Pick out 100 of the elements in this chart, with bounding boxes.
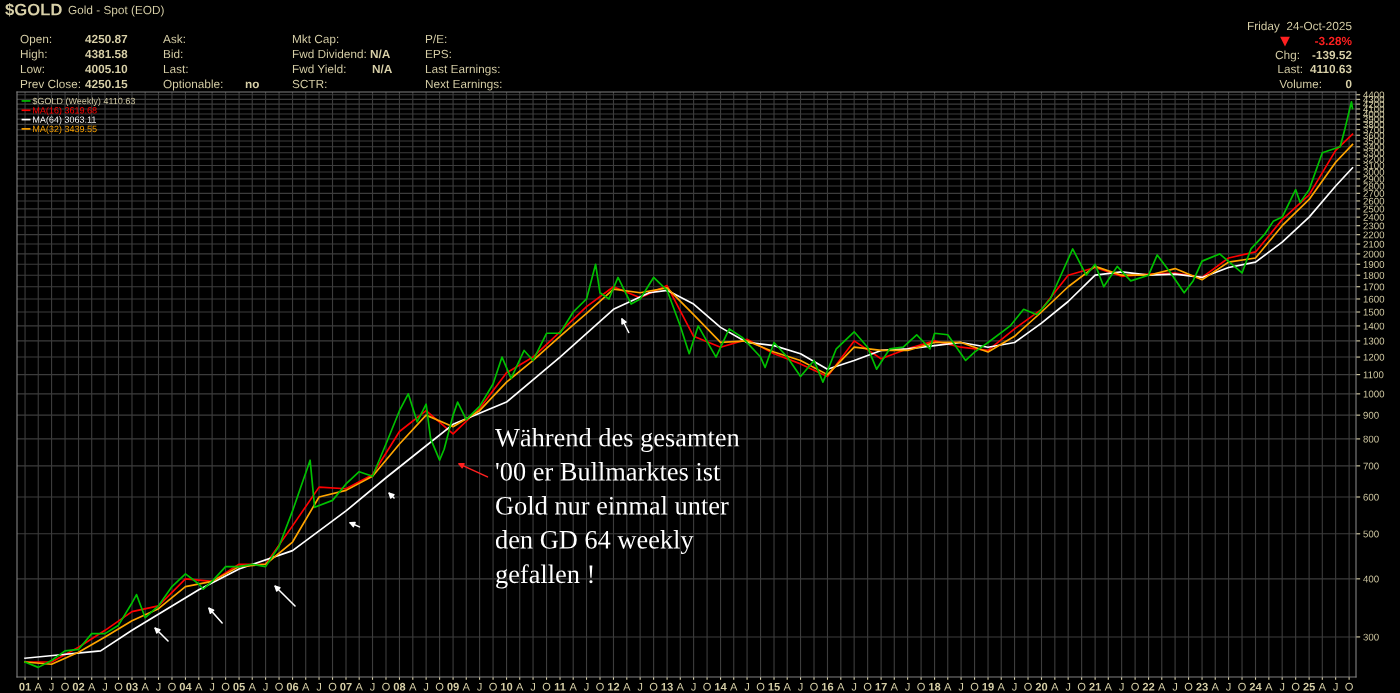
x-tick-label: A (248, 682, 256, 691)
x-tick-label: O (435, 682, 444, 691)
text: High: (20, 49, 47, 61)
x-tick-label: A (88, 682, 96, 691)
y-tick-label: 1500 (1363, 308, 1385, 316)
x-tick-label: 06 (286, 682, 299, 691)
text: 4250.87 (85, 34, 128, 44)
x-tick-label: A (676, 682, 684, 691)
x-tick-label: A (141, 682, 149, 691)
x-tick-label: 16 (822, 682, 834, 691)
x-tick-label: J (316, 682, 321, 691)
y-tick-label: 3100 (1363, 162, 1385, 170)
y-tick-label: 300 (1363, 633, 1379, 641)
x-tick-label: 04 (179, 682, 192, 691)
text: no (245, 81, 259, 89)
x-tick-label: J (1172, 682, 1178, 691)
x-tick-label: O (810, 682, 818, 691)
x-tick-label: 24 (1249, 682, 1262, 691)
x-tick-label: J (958, 682, 964, 691)
y-tick-label: 2700 (1363, 190, 1385, 197)
x-tick-label: A (944, 682, 952, 691)
x-tick-label: 25 (1303, 682, 1315, 691)
x-tick-label: 08 (393, 682, 406, 691)
text: 0 (1345, 79, 1352, 89)
x-tick-label: 05 (233, 682, 245, 691)
legend-label: MA(64) 3063.11 (33, 116, 96, 125)
x-tick-label: 14 (715, 682, 727, 691)
x-tick-label: J (48, 682, 54, 691)
text: SCTR: (292, 79, 327, 89)
text: Fwd Dividend: (292, 49, 366, 59)
x-tick-label: A (1318, 682, 1326, 691)
x-tick-label: 22 (1142, 682, 1155, 691)
x-tick-label: 13 (661, 682, 673, 691)
y-tick-label: 800 (1363, 435, 1379, 443)
text: EPS: (425, 49, 451, 59)
x-tick-label: J (797, 682, 803, 691)
x-tick-label: O (703, 682, 711, 691)
x-tick-label: 23 (1196, 682, 1208, 691)
y-tick-label: 1800 (1363, 271, 1385, 279)
y-tick-label: 600 (1363, 493, 1379, 501)
x-tick-label: A (355, 682, 363, 691)
x-tick-label: A (1211, 682, 1219, 691)
y-tick-label: 2300 (1363, 222, 1385, 230)
x-tick-label: O (917, 682, 925, 691)
y-tick-label: 2400 (1363, 213, 1385, 221)
x-tick-label: O (1184, 682, 1193, 691)
x-tick-label: 15 (768, 682, 780, 691)
x-tick-label: 18 (929, 682, 941, 691)
x-tick-label: J (1279, 682, 1285, 691)
text: Last Earnings: (425, 64, 500, 76)
x-tick-label: 20 (1035, 682, 1048, 691)
x-tick-label: A (837, 682, 845, 691)
text: 4110.63 (1310, 64, 1352, 74)
x-tick-label: 02 (72, 682, 85, 691)
y-tick-label: 2900 (1363, 175, 1385, 183)
text: -3.28% (1315, 36, 1352, 46)
text: 4381.58 (85, 49, 128, 59)
x-tick-label: A (1104, 682, 1112, 691)
x-tick-label: O (1345, 682, 1353, 691)
legend-label: MA(32) 3439.55 (33, 125, 97, 134)
y-tick-label: 2600 (1363, 197, 1385, 205)
x-tick-label: 07 (340, 682, 352, 691)
y-tick-label: 3200 (1363, 155, 1385, 163)
x-tick-label: O (221, 682, 230, 691)
x-tick-label: J (262, 682, 268, 691)
x-tick-label: A (997, 682, 1005, 691)
y-tick-label: 2200 (1363, 231, 1385, 239)
x-tick-label: O (275, 682, 283, 691)
x-tick-label: J (423, 682, 429, 691)
x-tick-label: J (476, 682, 482, 691)
y-tick-label: 3000 (1363, 168, 1385, 176)
y-tick-label: 1300 (1363, 337, 1385, 345)
text: Low: (20, 64, 44, 74)
x-tick-label: O (756, 682, 765, 691)
x-tick-label: O (489, 682, 497, 691)
text: Chg: (1275, 50, 1299, 62)
y-tick-label: 3500 (1363, 137, 1385, 145)
x-tick-label: 17 (875, 682, 887, 691)
text: Next Earnings: (425, 79, 502, 91)
x-tick-label: J (209, 682, 215, 691)
y-tick-label: 1600 (1363, 295, 1385, 303)
y-tick-label: 1400 (1363, 322, 1385, 330)
text: Prev Close: (20, 79, 80, 89)
y-tick-label: 400 (1363, 575, 1379, 583)
x-tick-label: O (596, 682, 604, 691)
text: Last: (1278, 64, 1302, 74)
x-tick-label: A (890, 682, 898, 691)
x-tick-label: A (302, 682, 310, 691)
text: -139.52 (1312, 50, 1352, 60)
x-tick-label: O (382, 682, 390, 691)
x-tick-label: J (905, 682, 910, 691)
text: P/E: (425, 34, 447, 44)
y-tick-label: 1700 (1363, 283, 1385, 291)
x-tick-label: J (155, 682, 161, 691)
x-tick-label: J (744, 682, 750, 691)
text: Bid: (163, 49, 183, 59)
x-tick-label: O (61, 682, 69, 691)
chart-title: $GOLD (5, 2, 62, 17)
x-tick-label: 12 (608, 682, 620, 691)
y-tick-label: 2000 (1363, 250, 1385, 258)
